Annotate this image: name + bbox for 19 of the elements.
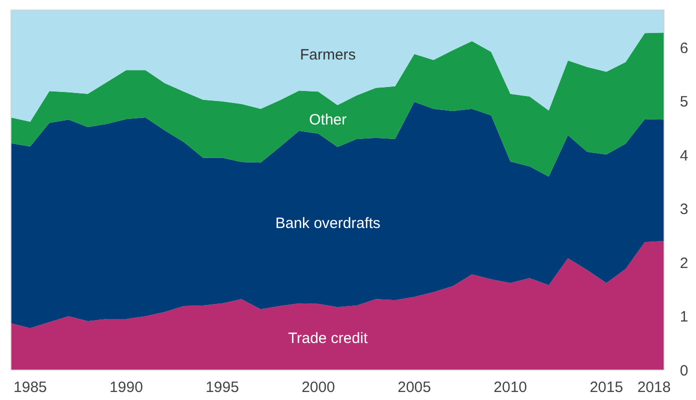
x-tick-label: 2018 bbox=[637, 379, 671, 396]
y-tick-label: 3 bbox=[680, 201, 688, 218]
series-label: Bank overdrafts bbox=[275, 215, 380, 232]
x-tick-label: 1985 bbox=[14, 379, 47, 396]
y-tick-label: 6 bbox=[680, 40, 688, 57]
y-tick-label: 0 bbox=[680, 362, 688, 380]
y-tick-label: 5 bbox=[680, 94, 688, 111]
x-tick-label: 2015 bbox=[590, 379, 624, 396]
x-tick-label: 2010 bbox=[494, 379, 528, 396]
y-tick-label: 2 bbox=[680, 254, 688, 272]
x-tick-label: 2005 bbox=[398, 379, 432, 396]
series-label: Farmers bbox=[300, 46, 356, 64]
series-label: Trade credit bbox=[288, 330, 368, 348]
x-tick-label: 1995 bbox=[206, 379, 239, 396]
x-tick-label: 1990 bbox=[110, 379, 143, 396]
series-label: Other bbox=[309, 112, 347, 129]
y-tick-label: 1 bbox=[680, 308, 688, 326]
y-tick-label: 4 bbox=[680, 147, 688, 164]
x-tick-label: 2000 bbox=[302, 379, 335, 396]
